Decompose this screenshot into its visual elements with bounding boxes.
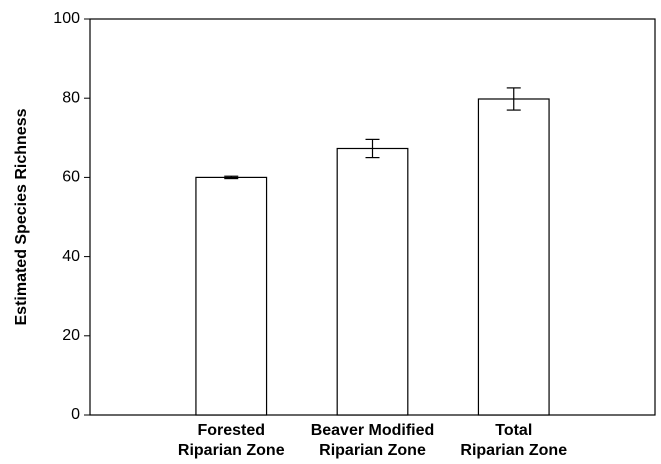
y-axis-label: Estimated Species Richness xyxy=(13,108,30,325)
x-tick-label: Total Riparian Zone xyxy=(460,422,568,459)
x-tick-label: Beaver Modified Riparian Zone xyxy=(310,422,435,459)
x-tick-label: Forested Riparian Zone xyxy=(177,422,285,459)
y-tick-label: 0 xyxy=(71,406,80,423)
bar xyxy=(477,98,550,416)
y-tick-label: 20 xyxy=(62,327,80,344)
y-tick-label: 80 xyxy=(62,89,80,106)
bar xyxy=(336,147,409,416)
y-tick-label: 100 xyxy=(53,10,80,27)
y-tick-label: 60 xyxy=(62,169,80,186)
bar xyxy=(195,176,268,416)
y-tick-label: 40 xyxy=(62,248,80,265)
